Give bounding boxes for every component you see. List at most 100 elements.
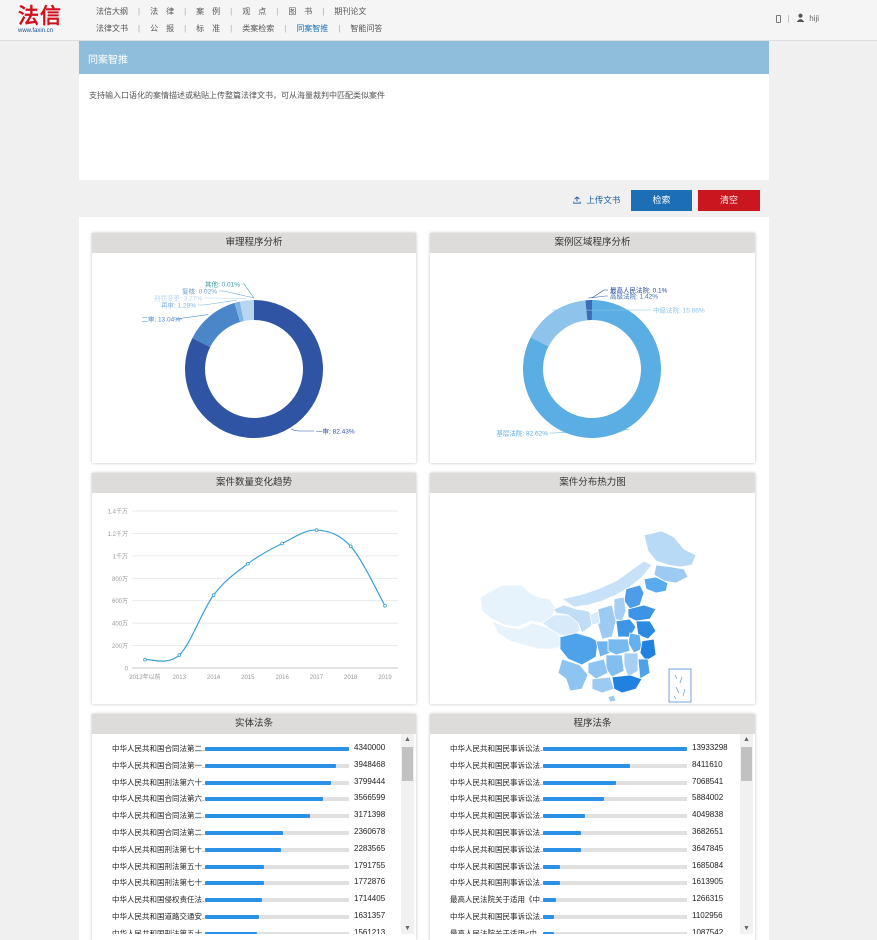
pie-slice[interactable] [530, 300, 588, 347]
law-list-row[interactable]: 中华人民共和国民事诉讼法... 3647845 [430, 841, 740, 857]
scroll-down-arrow-icon[interactable]: ▼ [404, 925, 411, 932]
law-name[interactable]: 中华人民共和国民事诉讼法... [450, 844, 545, 854]
law-name[interactable]: 中华人民共和国道路交通安... [112, 912, 207, 921]
pie-label: 一审: 82.43% [316, 427, 355, 436]
map-region [591, 676, 615, 694]
data-point[interactable] [143, 657, 147, 662]
law-name[interactable]: 中华人民共和国民事诉讼法... [450, 744, 545, 753]
law-list-row[interactable]: 中华人民共和国刑法第五十... 1561213 [92, 925, 402, 934]
pie-label: 其他: 0.01% [205, 280, 240, 289]
china-heat-map [479, 530, 697, 703]
nav-item-secondary-5[interactable]: 智能问答 [350, 24, 383, 33]
law-list-row[interactable]: 中华人民共和国民事诉讼法... 1102956 [430, 908, 740, 924]
top-bar: 法信 www.faxin.cn 法信大纲 | 法 律 | 案 例 | 观 点 | 图 书 | 期刊论… [0, 0, 877, 41]
law-list-row[interactable]: 中华人民共和国刑事诉讼法... 1613905 [430, 874, 740, 890]
analysis-area: 审理程序分析 一审: 82.43% 二审: 13.04% 再审: 1.28% 刑罚变更… [79, 217, 769, 940]
law-list-row[interactable]: 最高人民法院关于适用《中... 1266315 [430, 891, 740, 907]
data-point[interactable] [246, 561, 250, 566]
law-name[interactable]: 中华人民共和国民事诉讼法... [450, 777, 545, 787]
substantive-scrollbar[interactable]: ▲ ▼ [401, 734, 414, 934]
scroll-thumb[interactable] [741, 747, 752, 781]
law-name[interactable]: 中华人民共和国刑法第五十... [112, 861, 207, 871]
law-name[interactable]: 中华人民共和国民事诉讼法... [450, 861, 545, 871]
law-bar-track [543, 915, 687, 919]
data-point[interactable] [348, 544, 353, 549]
law-list-row[interactable]: 中华人民共和国民事诉讼法... 7068541 [430, 774, 740, 790]
data-point[interactable] [177, 653, 182, 657]
law-name[interactable]: 中华人民共和国刑法第七十... [112, 878, 207, 888]
nav-item-secondary-0[interactable]: 法律文书 [96, 24, 128, 33]
case-description-input[interactable]: 支持输入口语化的案情描述或粘贴上传整篇法律文书，可从海量裁判中匹配类似案件 [79, 74, 769, 180]
law-list-row[interactable]: 中华人民共和国合同法第一... 3948468 [92, 757, 402, 773]
data-point[interactable] [314, 528, 319, 532]
law-name[interactable]: 中华人民共和国合同法第二... [112, 811, 207, 821]
law-list-row[interactable]: 中华人民共和国民事诉讼法... 8411610 [430, 757, 740, 773]
law-name[interactable]: 中华人民共和国民事诉讼法... [450, 794, 545, 804]
law-name[interactable]: 中华人民共和国合同法第二... [112, 744, 207, 753]
law-name[interactable]: 中华人民共和国合同法第一... [112, 760, 207, 770]
law-name[interactable]: 中华人民共和国民事诉讼法... [450, 828, 545, 837]
clear-button[interactable]: 清空 [698, 190, 760, 211]
law-list-row[interactable]: 中华人民共和国刑法第五十... 1791755 [92, 858, 402, 874]
law-list-row[interactable]: 中华人民共和国刑法第七十... 1772876 [92, 874, 402, 890]
user-name[interactable]: hiji [809, 13, 819, 23]
law-name[interactable]: 中华人民共和国民事诉讼法... [450, 760, 545, 770]
law-list-row[interactable]: 中华人民共和国民事诉讼法... 4049838 [430, 807, 740, 823]
nav-item-secondary-2[interactable]: 标 准 [196, 24, 221, 33]
law-name[interactable]: 中华人民共和国民事诉讼法... [450, 811, 545, 821]
law-name[interactable]: 中华人民共和国刑事诉讼法... [450, 878, 545, 888]
nav-item-secondary-1[interactable]: 公 报 [150, 24, 175, 33]
nav-item-primary-1[interactable]: 法 律 [150, 7, 175, 16]
scroll-up-arrow-icon[interactable]: ▲ [404, 736, 411, 743]
law-name[interactable]: 最高人民法院关于适用<中... [450, 928, 544, 934]
faxin-logo[interactable]: 法信 www.faxin.cn [18, 5, 62, 35]
scroll-up-arrow-icon[interactable]: ▲ [743, 736, 750, 743]
procedural-scrollbar[interactable]: ▲ ▼ [740, 734, 753, 934]
nav-item-primary-4[interactable]: 图 书 [288, 7, 313, 16]
law-list-row[interactable]: 中华人民共和国合同法第二... 3171398 [92, 807, 402, 823]
data-point[interactable] [280, 541, 284, 546]
law-name[interactable]: 最高人民法院关于适用《中... [450, 895, 545, 905]
law-list-row[interactable]: 中华人民共和国民事诉讼法... 5884002 [430, 790, 740, 806]
law-name[interactable]: 中华人民共和国民事诉讼法... [450, 912, 545, 921]
law-list-row[interactable]: 中华人民共和国民事诉讼法... 3682651 [430, 824, 740, 840]
law-list-row[interactable]: 中华人民共和国道路交通安... 1631357 [92, 908, 402, 924]
data-point[interactable] [383, 603, 387, 608]
scroll-down-arrow-icon[interactable]: ▼ [743, 925, 750, 932]
law-name[interactable]: 中华人民共和国刑法第六十... [112, 777, 207, 787]
law-name[interactable]: 中华人民共和国合同法第六... [112, 794, 207, 804]
nav-item-primary-0[interactable]: 法信大纲 [96, 7, 128, 16]
nav-item-secondary-4[interactable]: 同案智推 [296, 24, 329, 33]
law-list-row[interactable]: 中华人民共和国民事诉讼法... 1685084 [430, 858, 740, 874]
x-tick-label: 2016 [275, 675, 289, 681]
law-list-row[interactable]: 中华人民共和国合同法第二... 2360678 [92, 824, 402, 840]
law-name[interactable]: 中华人民共和国侵权责任法... [112, 895, 207, 905]
search-button[interactable]: 检索 [631, 190, 692, 211]
law-list-row[interactable]: 中华人民共和国刑法第六十... 3799444 [92, 774, 402, 790]
law-name[interactable]: 中华人民共和国刑法第五十... [112, 928, 207, 934]
law-bar-fill [205, 780, 331, 785]
law-list-row[interactable]: 中华人民共和国合同法第六... 3566599 [92, 790, 402, 806]
law-count: 1791755 [354, 860, 386, 870]
scroll-thumb[interactable] [402, 747, 413, 781]
data-point[interactable] [211, 593, 216, 597]
law-list-row[interactable]: 中华人民共和国合同法第二... 4340000 [92, 740, 402, 756]
logo-text: 法信 [18, 5, 62, 28]
upload-document-link[interactable]: 上传文书 [573, 194, 620, 206]
user-icon[interactable] [796, 13, 805, 24]
law-list-row[interactable]: 中华人民共和国侵权责任法... 1714405 [92, 891, 402, 907]
nav-item-primary-5[interactable]: 期刊论文 [334, 7, 367, 16]
law-list-row[interactable]: 最高人民法院关于适用<中... 1087542 [430, 925, 740, 934]
pie-slice[interactable] [234, 301, 244, 323]
law-list-row[interactable]: 中华人民共和国民事诉讼法... 13933298 [430, 740, 740, 756]
law-name[interactable]: 中华人民共和国刑法第七十... [112, 844, 207, 854]
law-list-row[interactable]: 中华人民共和国刑法第七十... 2283565 [92, 841, 402, 857]
phone-icon[interactable] [776, 14, 782, 23]
pie-slice[interactable] [239, 300, 254, 322]
law-name[interactable]: 中华人民共和国合同法第二... [112, 828, 207, 837]
nav-item-primary-2[interactable]: 案 例 [196, 7, 221, 16]
pie-slice[interactable] [192, 302, 241, 348]
nav-item-primary-3[interactable]: 观 点 [242, 7, 267, 16]
nav-item-secondary-3[interactable]: 类案检索 [242, 24, 275, 33]
law-bar-track [205, 780, 349, 785]
